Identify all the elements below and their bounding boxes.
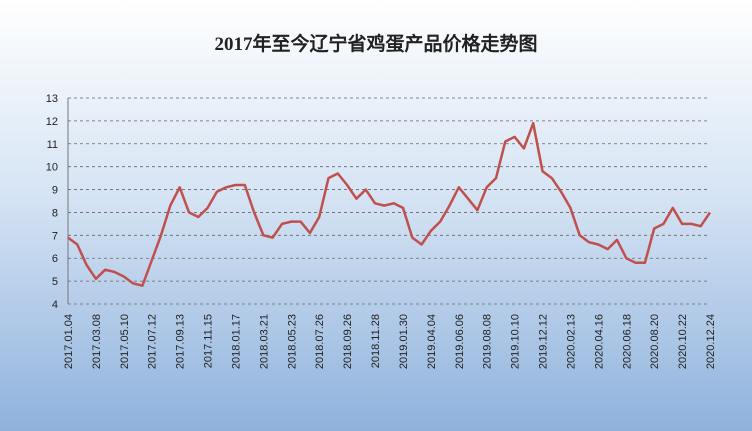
chart-title: 2017年至今辽宁省鸡蛋产品价格走势图 <box>214 32 537 55</box>
x-tick-label: 2018.11.28 <box>370 314 382 368</box>
x-tick-label: 2017.01.04 <box>63 314 75 369</box>
x-tick-label: 2017.03.08 <box>91 314 103 369</box>
x-tick-label: 2017.09.13 <box>175 314 187 369</box>
x-tick-label: 2020.12.24 <box>705 314 717 369</box>
y-tick-label: 7 <box>52 230 58 242</box>
x-tick-label: 2019.10.10 <box>510 314 522 369</box>
x-tick-label: 2020.06.18 <box>621 314 633 369</box>
y-tick-label: 8 <box>52 207 58 219</box>
y-tick-label: 13 <box>46 93 58 105</box>
x-tick-label: 2020.04.16 <box>593 314 605 369</box>
x-tick-label: 2018.05.23 <box>286 314 298 369</box>
x-tick-label: 2018.09.26 <box>342 314 354 369</box>
x-tick-label: 2018.03.21 <box>258 314 270 369</box>
x-tick-label: 2018.01.17 <box>230 314 242 369</box>
x-tick-label: 2019.04.04 <box>426 314 438 369</box>
x-tick-label: 2018.07.26 <box>314 314 326 369</box>
x-tick-label: 2019.06.06 <box>454 314 466 369</box>
y-tick-label: 6 <box>52 253 58 265</box>
y-tick-label: 12 <box>46 116 58 128</box>
x-tick-label: 2017.05.10 <box>119 314 131 369</box>
y-tick-label: 10 <box>46 162 58 174</box>
x-tick-label: 2020.02.13 <box>565 314 577 369</box>
x-tick-label: 2019.08.08 <box>482 314 494 369</box>
y-tick-label: 4 <box>52 299 58 311</box>
x-tick-label: 2019.12.12 <box>538 314 550 369</box>
x-tick-label: 2017.07.12 <box>147 314 159 369</box>
x-tick-label: 2017.11.15 <box>203 314 215 368</box>
y-tick-label: 11 <box>47 139 58 151</box>
x-tick-label: 2020.10.22 <box>677 314 689 369</box>
x-tick-label: 2019.01.30 <box>398 314 410 369</box>
line <box>67 121 712 287</box>
y-tick-label: 5 <box>52 276 58 288</box>
y-tick-label: 9 <box>52 185 58 197</box>
x-tick-label: 2020.08.20 <box>649 314 661 369</box>
